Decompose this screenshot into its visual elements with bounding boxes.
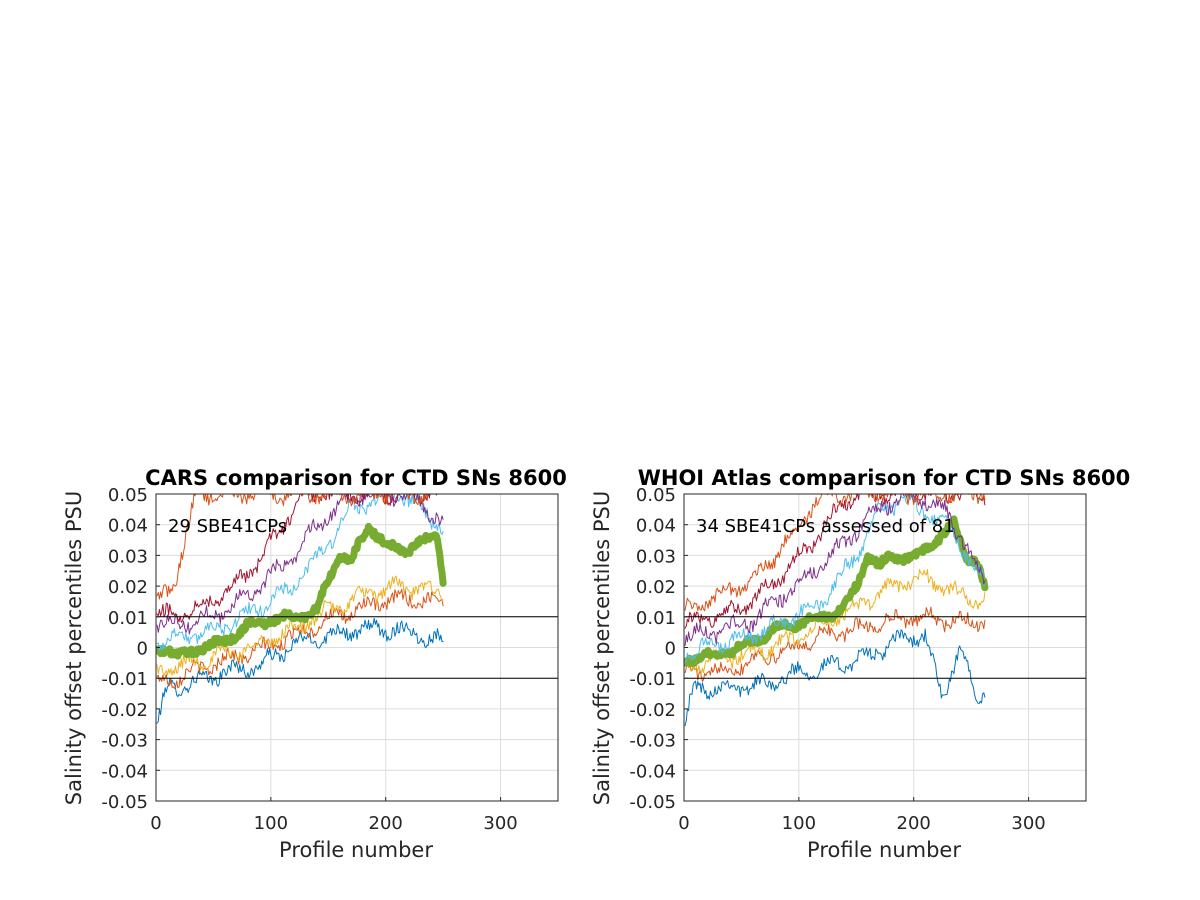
series-p99 [156, 494, 442, 600]
y-tick-label: -0.04 [101, 761, 148, 782]
series-p95 [684, 494, 986, 629]
series-p25 [156, 575, 444, 676]
tick-labels: 0 100 200 300 -0.05 -0.04 -0.03 -0.02 -0.01 0 0.01… [629, 485, 1045, 834]
series-p10 [156, 588, 444, 689]
y-tick-label: -0.02 [629, 700, 676, 721]
y-tick-label: 0.02 [636, 577, 676, 598]
chart-title: CARS comparison for CTD SNs 8600 [145, 466, 567, 490]
sensor-count-annotation: 29 SBE41CPs [168, 516, 287, 537]
y-tick-label: -0.05 [629, 792, 676, 813]
y-axis-label: Salinity offset percentiles PSU [590, 491, 614, 805]
series-p90 [684, 494, 986, 646]
x-tick-label: 300 [483, 813, 517, 834]
y-tick-label: 0.01 [636, 608, 676, 629]
x-axis-label: Profile number [279, 838, 433, 862]
sensor-count-annotation: 34 SBE41CPs assessed of 81 [696, 516, 955, 537]
x-tick-label: 100 [254, 813, 288, 834]
series-p5 [684, 628, 986, 726]
x-tick-label: 300 [1011, 813, 1045, 834]
y-tick-label: -0.05 [101, 792, 148, 813]
y-tick-label: 0 [137, 639, 148, 660]
series-p25 [684, 569, 986, 675]
cars-comparison-chart: CARS comparison for CTD SNs 8600 0 100 200… [62, 466, 567, 862]
series-lines [156, 494, 447, 724]
y-tick-label: 0.02 [108, 577, 148, 598]
x-tick-label: 200 [897, 813, 931, 834]
y-tick-label: 0.01 [108, 608, 148, 629]
series-p10 [684, 606, 986, 682]
reference-lines [156, 616, 558, 679]
y-tick-label: 0.04 [108, 516, 148, 537]
y-axis-label: Salinity offset percentiles PSU [62, 491, 86, 805]
y-tick-label: -0.01 [101, 669, 148, 690]
x-tick-label: 0 [150, 813, 161, 834]
series-lines [684, 494, 989, 726]
y-tick-label: -0.02 [101, 700, 148, 721]
y-tick-label: 0.05 [108, 485, 148, 506]
y-tick-label: 0 [665, 639, 676, 660]
series-p75 [156, 494, 444, 651]
x-tick-label: 200 [369, 813, 403, 834]
chart-title: WHOI Atlas comparison for CTD SNs 8600 [638, 466, 1131, 490]
series-p75 [684, 494, 986, 665]
series-p5 [156, 617, 444, 724]
series-p50 [156, 522, 447, 660]
whoi-atlas-comparison-chart: WHOI Atlas comparison for CTD SNs 8600 0… [590, 466, 1130, 862]
x-tick-label: 0 [678, 813, 689, 834]
series-p99 [684, 494, 986, 612]
tick-labels: 0 100 200 300 -0.05 -0.04 -0.03 -0.02 -0.01 0 0.01… [101, 485, 517, 834]
y-tick-label: 0.03 [636, 546, 676, 567]
y-tick-label: 0.03 [108, 546, 148, 567]
y-tick-label: 0.05 [636, 485, 676, 506]
y-tick-label: -0.03 [629, 731, 676, 752]
x-axis-label: Profile number [807, 838, 961, 862]
y-tick-label: -0.04 [629, 761, 676, 782]
y-tick-label: -0.01 [629, 669, 676, 690]
series-p90 [156, 494, 444, 635]
series-p50 [684, 515, 989, 668]
y-tick-label: 0.04 [636, 516, 676, 537]
series-p95 [156, 494, 438, 623]
y-tick-label: -0.03 [101, 731, 148, 752]
x-tick-label: 100 [782, 813, 816, 834]
reference-lines [684, 616, 1086, 679]
